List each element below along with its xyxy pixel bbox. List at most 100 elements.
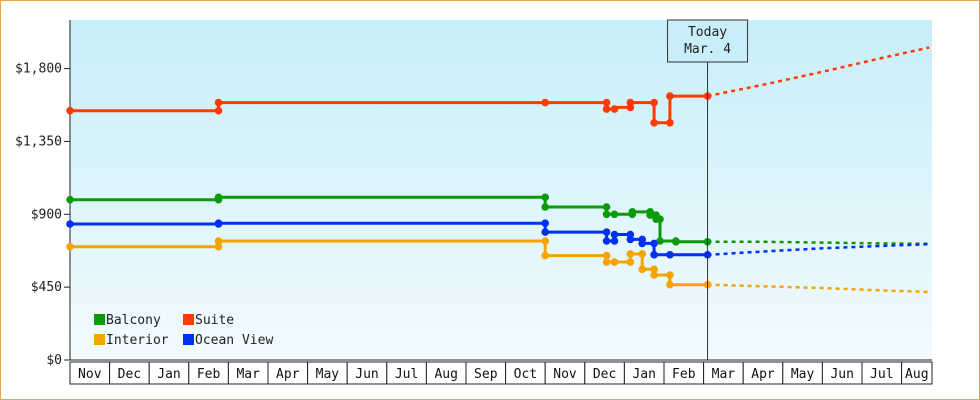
data-point xyxy=(214,237,223,245)
series-line xyxy=(70,239,708,287)
data-point xyxy=(602,105,611,113)
legend-swatch xyxy=(94,314,105,325)
data-point xyxy=(214,193,223,202)
legend-swatch xyxy=(183,314,194,325)
today-marker: Today Mar. 4 xyxy=(667,19,749,360)
x-tick-label: Dec xyxy=(118,367,141,382)
data-point xyxy=(628,208,637,216)
data-point xyxy=(602,228,611,236)
data-point xyxy=(610,105,619,113)
legend-label: Balcony xyxy=(106,313,161,328)
x-tick-label: Jan xyxy=(157,367,180,382)
data-point xyxy=(610,230,619,239)
x-tick-label: Dec xyxy=(593,367,616,382)
data-point xyxy=(602,210,611,219)
x-tick-label: May xyxy=(791,367,815,382)
data-point xyxy=(610,237,619,245)
data-point xyxy=(646,211,654,219)
data-point xyxy=(666,119,674,127)
x-tick-label: Jul xyxy=(870,367,893,382)
data-point xyxy=(626,98,635,107)
data-point xyxy=(650,98,658,107)
data-point xyxy=(638,239,647,248)
x-tick-label: Jan xyxy=(632,367,655,382)
legend-swatch xyxy=(94,334,105,345)
data-point xyxy=(541,203,549,211)
data-point xyxy=(626,250,635,258)
x-tick-label: Feb xyxy=(672,367,696,382)
x-tick-label: Aug xyxy=(434,367,457,382)
data-point xyxy=(626,258,635,266)
data-point xyxy=(638,250,647,258)
data-point xyxy=(656,215,664,223)
x-tick-label: Mar xyxy=(236,367,260,382)
data-point xyxy=(610,258,619,266)
forecast-line xyxy=(707,46,930,98)
data-point xyxy=(66,220,74,228)
data-point xyxy=(541,219,549,227)
data-point xyxy=(602,258,611,266)
legend-label: Interior xyxy=(106,333,169,348)
x-tick-label: Oct xyxy=(514,367,537,382)
plot-area xyxy=(70,20,932,360)
y-tick-label: $1,350 xyxy=(15,134,62,149)
data-point xyxy=(638,265,647,274)
x-tick-label: Sep xyxy=(474,367,498,382)
x-tick-label: May xyxy=(316,367,340,382)
data-point xyxy=(66,106,74,115)
data-point xyxy=(66,242,74,251)
x-tick-label: Mar xyxy=(712,367,736,382)
legend-label: Ocean View xyxy=(195,333,273,348)
data-point xyxy=(650,271,658,279)
data-point xyxy=(541,193,549,202)
data-point xyxy=(666,92,674,100)
data-point xyxy=(214,242,223,251)
y-tick-label: $1,800 xyxy=(15,62,62,77)
y-tick-label: $450 xyxy=(31,280,62,295)
data-point xyxy=(650,119,658,127)
data-point xyxy=(602,251,611,260)
forecast-line xyxy=(707,240,930,246)
legend-label: Suite xyxy=(195,313,234,328)
x-tick-label: Feb xyxy=(197,367,221,382)
x-tick-label: Nov xyxy=(553,367,577,382)
data-point xyxy=(541,237,549,245)
data-point xyxy=(541,98,549,107)
data-point xyxy=(214,98,223,107)
data-point xyxy=(666,280,674,289)
x-axis: Nov Dec Jan Feb Mar Apr May Jun Jul Aug Sep Oct Nov D… xyxy=(69,361,933,385)
today-callout-box xyxy=(667,19,749,63)
forecast-line xyxy=(707,283,930,294)
data-point xyxy=(650,250,658,259)
legend: Balcony Suite Interior Ocean View xyxy=(94,313,273,348)
x-tick-label: Apr xyxy=(751,367,775,382)
x-tick-label: Jun xyxy=(355,367,378,382)
y-tick-label: $0 xyxy=(46,353,62,368)
data-point xyxy=(541,251,549,260)
data-point xyxy=(656,237,664,245)
data-point xyxy=(666,271,674,279)
x-tick-label: Jun xyxy=(830,367,853,382)
today-label: Today xyxy=(688,25,727,40)
data-point xyxy=(666,250,674,259)
data-point xyxy=(602,98,611,107)
x-tick-label: Jul xyxy=(395,367,418,382)
data-point xyxy=(626,235,635,244)
x-tick-label: Apr xyxy=(276,367,300,382)
y-tick-label: $900 xyxy=(31,207,62,222)
data-point xyxy=(610,210,619,219)
data-point xyxy=(541,228,549,236)
data-point xyxy=(66,195,74,204)
data-point xyxy=(650,265,658,274)
data-point xyxy=(650,239,658,248)
y-axis: $0 $450 $900 $1,350 $1,800 xyxy=(15,20,932,368)
forecast-lines xyxy=(707,46,930,294)
data-point xyxy=(214,219,223,227)
x-tick-label: Nov xyxy=(78,367,102,382)
data-point xyxy=(672,238,680,246)
legend-swatch xyxy=(183,334,194,345)
today-date: Mar. 4 xyxy=(684,42,731,57)
data-point xyxy=(602,203,611,211)
forecast-line xyxy=(707,242,930,257)
